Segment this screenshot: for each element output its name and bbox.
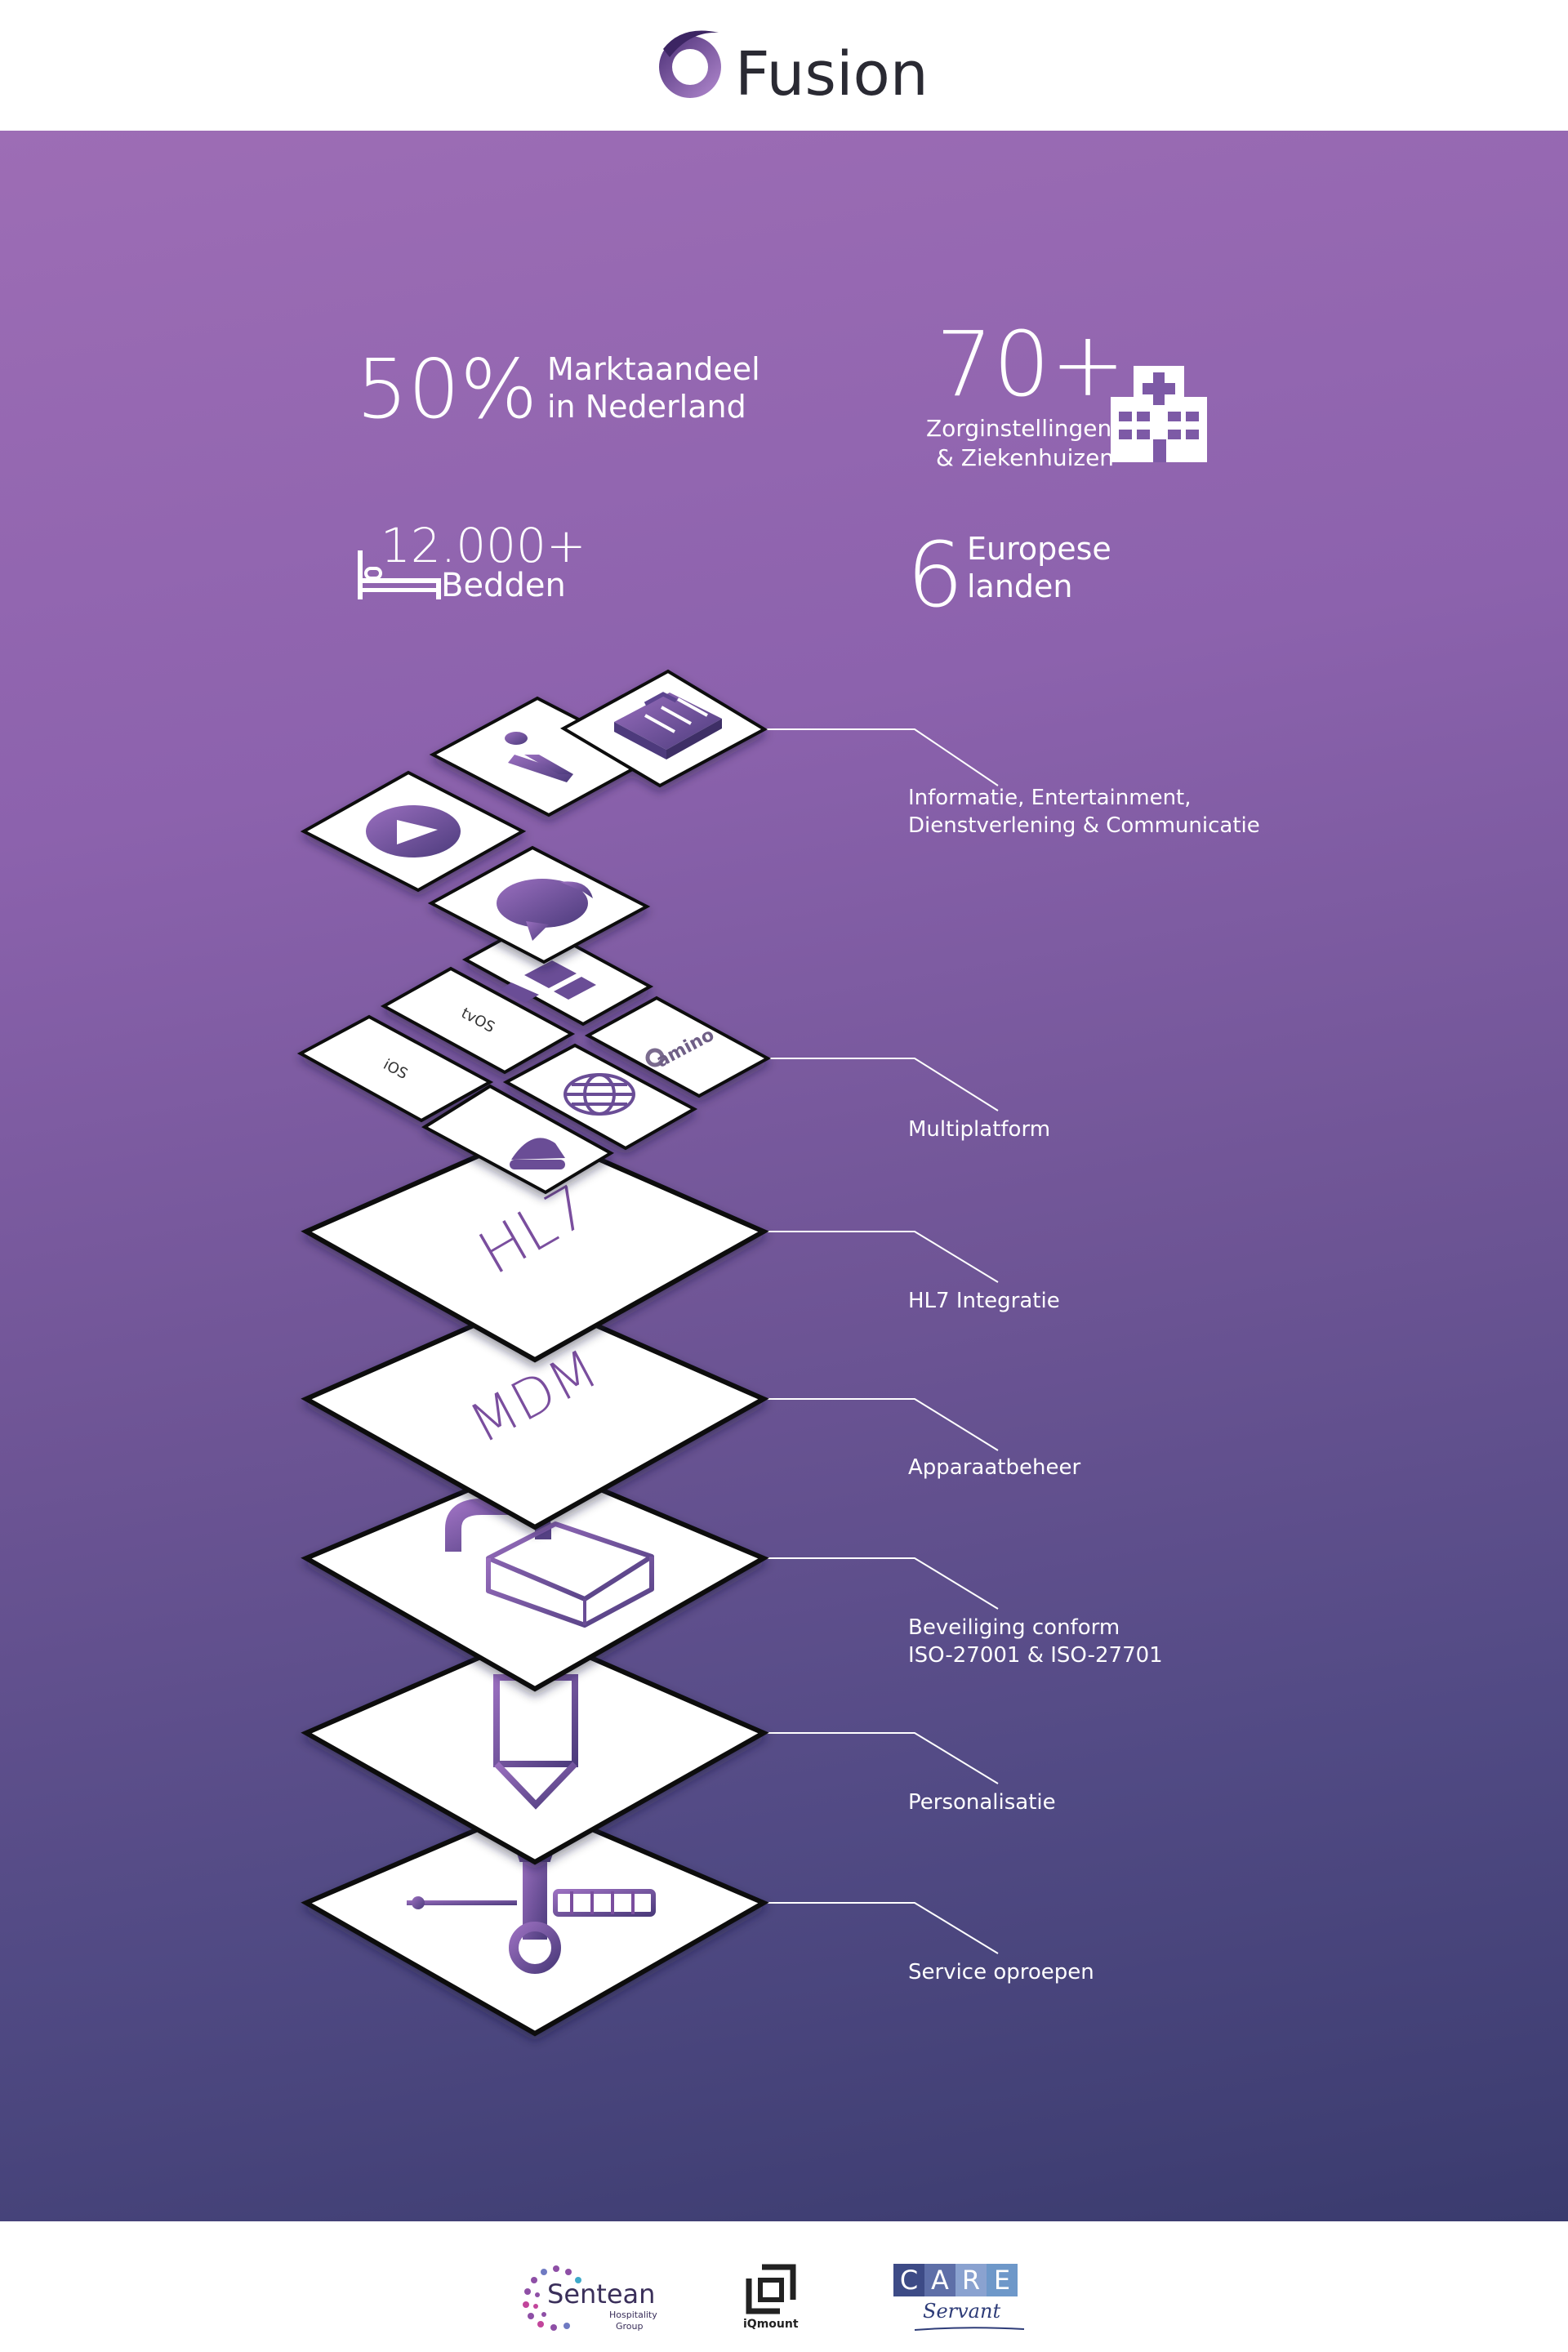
- stat-countries-line1: Europese: [967, 531, 1111, 567]
- connector-line-5: [764, 1557, 999, 1610]
- fusion-logo[interactable]: Fusion: [645, 24, 929, 114]
- sentean-name: Sentean: [547, 2278, 656, 2310]
- sentean-sub1: Hospitality: [609, 2310, 657, 2320]
- care-letter-a: A: [924, 2264, 956, 2296]
- stat-market-line1: Marktaandeel: [547, 351, 760, 387]
- tile-web: [502, 1043, 698, 1151]
- care-servant-script: Servant: [923, 2300, 1001, 2323]
- connector-line-2: [768, 1058, 999, 1111]
- connector-lines: [764, 728, 999, 1954]
- sentean-sub2: Group: [616, 2321, 644, 2332]
- stat-market-line2: in Nederland: [547, 389, 746, 425]
- connector-line-4: [764, 1398, 999, 1451]
- tile-amino: [584, 996, 772, 1098]
- globe-icon: [564, 1073, 635, 1116]
- stat-beds-label: Bedden: [441, 567, 566, 604]
- layer-label-security-line1: Beveiliging conform: [908, 1615, 1120, 1640]
- layer-label-security-line2: ISO-27001 & ISO-27701: [908, 1643, 1163, 1668]
- main-infographic: 50% Marktaandeel in Nederland 70+ Zorgin…: [0, 131, 1568, 2221]
- layer-mdm: [301, 1295, 769, 1530]
- layer-label-mdm: Apparaatbeheer: [908, 1455, 1081, 1480]
- connector-line-3: [764, 1231, 999, 1283]
- stat-inst-line2: & Ziekenhuizen: [936, 444, 1115, 471]
- play-icon: [366, 805, 461, 858]
- stat-market-value: 50%: [356, 341, 538, 437]
- connector-line-7: [764, 1902, 999, 1954]
- header: Fusion: [0, 0, 1568, 131]
- layer-stack-diagram: MDM HL7 iOS tvOS ami: [296, 669, 999, 2037]
- stat-beds-value: 12.000+: [381, 518, 586, 573]
- care-letter-e: E: [987, 2264, 1018, 2296]
- sentean-logo[interactable]: Sentean Hospitality Group: [519, 2262, 658, 2336]
- platform-tiles: [296, 920, 772, 1195]
- care-underline-icon: [914, 2327, 1025, 2331]
- layer-label-info-line2: Dienstverlening & Communicatie: [908, 813, 1260, 838]
- iqmount-name: iQmount: [743, 2318, 799, 2331]
- layer-label-service: Service oproepen: [908, 1960, 1094, 1984]
- connector-line-6: [764, 1732, 999, 1784]
- iqmount-logo[interactable]: iQmount: [738, 2262, 804, 2336]
- tile-tvos: [380, 966, 576, 1075]
- iqmount-mark-icon: [746, 2264, 796, 2314]
- layer-label-info-line1: Informatie, Entertainment,: [908, 786, 1192, 810]
- hospital-icon: [1111, 366, 1207, 462]
- layer-label-multiplatform: Multiplatform: [908, 1117, 1051, 1142]
- fusion-ring-icon: [659, 30, 721, 98]
- layer-label-personalisatie: Personalisatie: [908, 1790, 1056, 1815]
- info-icon: [505, 732, 573, 782]
- footer-partners: Sentean Hospitality Group iQmount C A R …: [0, 2221, 1568, 2352]
- suitcase-icon: [614, 692, 722, 760]
- bed-icon: [358, 550, 441, 599]
- android-icon: [510, 1138, 565, 1169]
- care-letter-r: R: [956, 2264, 987, 2296]
- tile-ios: [296, 1014, 494, 1123]
- windows-icon: [500, 960, 596, 1003]
- chat-bubble-icon: [497, 879, 593, 941]
- stat-inst-value: 70+: [936, 312, 1126, 416]
- sentean-dots-icon: [523, 2265, 581, 2331]
- connector-line-1: [764, 728, 999, 786]
- stat-countries-line2: landen: [967, 568, 1073, 604]
- stat-countries-value: 6: [906, 523, 964, 627]
- brand-name: Fusion: [735, 39, 929, 109]
- layer-label-hl7: HL7 Integratie: [908, 1289, 1060, 1313]
- stat-inst-line1: Zorginstellingen: [926, 415, 1112, 442]
- care-letter-c: C: [893, 2264, 924, 2296]
- care-servant-logo[interactable]: C A R E Servant: [893, 2264, 1040, 2337]
- layer-hl7: [301, 1128, 769, 1363]
